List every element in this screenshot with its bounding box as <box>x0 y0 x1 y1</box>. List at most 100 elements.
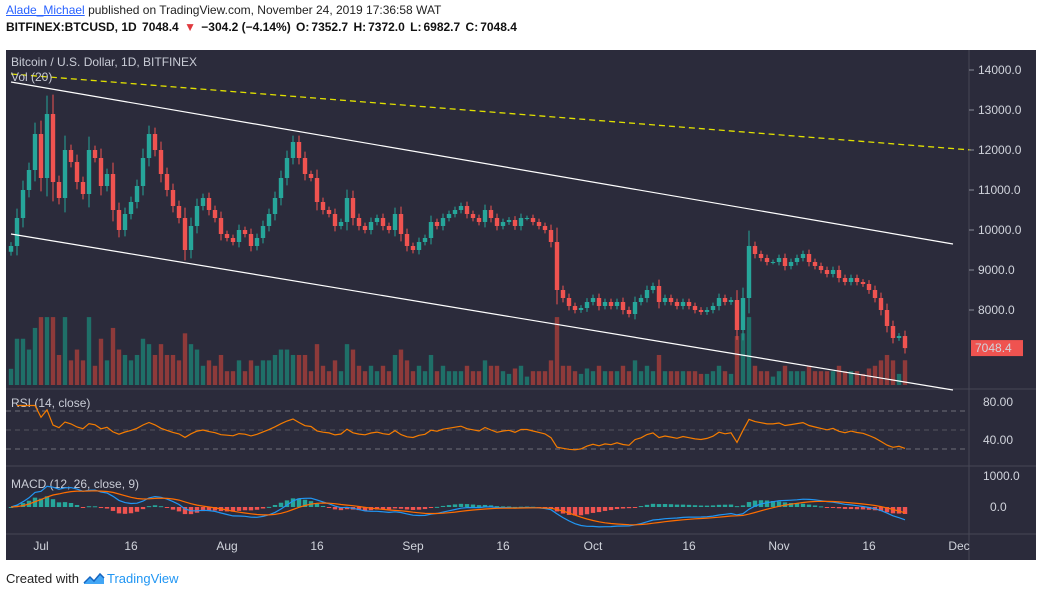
volume-bar <box>254 365 260 385</box>
symbol-label: BITFINEX:BTCUSD, 1D <box>6 20 137 34</box>
lower-channel-line[interactable] <box>10 233 954 391</box>
volume-bar <box>200 365 206 385</box>
time-tick-label: 16 <box>310 539 324 553</box>
macd-histogram-bar <box>614 507 620 510</box>
macd-histogram-bar <box>578 507 584 516</box>
volume-bar <box>578 373 584 385</box>
candle-body <box>620 302 626 310</box>
price-tick-label: 11000.0 <box>978 183 1021 197</box>
candle-body <box>422 238 428 242</box>
candle-body <box>248 234 254 246</box>
candle-body <box>326 210 332 214</box>
candle-body <box>524 218 530 219</box>
macd-histogram-bar <box>890 507 896 514</box>
candle-body <box>818 266 824 270</box>
resistance-trend-line[interactable] <box>10 73 972 151</box>
time-tick-label: Jul <box>33 539 48 553</box>
macd-histogram-bar <box>380 507 386 510</box>
candle-body <box>866 284 872 290</box>
candles <box>8 94 908 354</box>
chart-svg[interactable]: Bitcoin / U.S. Dollar, 1D, BITFINEX Vol … <box>6 50 1036 560</box>
macd-histogram-bar <box>500 506 506 508</box>
volume-bar <box>302 354 308 385</box>
volume-bar <box>830 371 836 385</box>
candle-body <box>56 182 62 198</box>
time-tick-label: Dec <box>948 539 969 553</box>
macd-signal-line <box>10 490 906 526</box>
volume-bar <box>98 338 104 385</box>
candle-body <box>800 254 806 258</box>
volume-bar <box>632 360 638 385</box>
candle-body <box>824 270 830 274</box>
candle-body <box>884 310 890 326</box>
ticker-line: BITFINEX:BTCUSD, 1D 7048.4 ▼ −304.2 (−4.… <box>6 20 519 34</box>
candle-body <box>734 300 740 330</box>
volume-bar <box>188 344 194 385</box>
candle-body <box>530 218 536 222</box>
macd-histogram-bar <box>296 498 302 507</box>
macd-histogram-bar <box>836 507 842 509</box>
macd-histogram-bar <box>494 506 500 508</box>
upper-channel-line[interactable] <box>10 81 954 245</box>
volume-bar <box>266 360 272 385</box>
tradingview-brand-link[interactable]: TradingView <box>106 571 179 586</box>
volume-bar <box>668 371 674 385</box>
candle-body <box>236 230 242 242</box>
price-axis[interactable]: 14000.0 13000.0 12000.0 11000.0 10000.0 9000.… <box>969 63 1022 317</box>
macd-histogram-bar <box>242 507 248 511</box>
macd-histogram-bar <box>80 507 86 508</box>
volume-bar <box>158 344 164 385</box>
macd-histogram-bar <box>86 506 92 508</box>
volume-bar <box>884 354 890 385</box>
candle-body <box>206 198 212 210</box>
volume-bar <box>686 371 692 385</box>
macd-histogram-bar <box>896 507 902 514</box>
volume-bar <box>320 365 326 385</box>
volume-bar <box>590 371 596 385</box>
price-change: −304.2 (−4.14%) <box>201 20 291 34</box>
candle-body <box>692 306 698 310</box>
macd-histogram-bar <box>104 507 110 509</box>
candle-body <box>356 218 362 226</box>
volume-bar <box>866 368 872 385</box>
macd-histogram-bar <box>464 504 470 507</box>
candle-body <box>500 222 506 226</box>
volume-bar <box>446 371 452 385</box>
macd-histogram-bar <box>254 507 260 510</box>
author-link[interactable]: Alade_Michael <box>6 3 85 17</box>
macd-histogram-bar <box>272 504 278 507</box>
macd-histogram-bar <box>476 505 482 507</box>
volume-bar <box>620 365 626 385</box>
macd-histogram-bar <box>650 503 656 507</box>
candle-body <box>74 162 80 182</box>
volume-bar <box>176 360 182 385</box>
volume-bar <box>140 338 146 385</box>
macd-histogram-bar <box>902 507 908 514</box>
macd-histogram-bar <box>116 507 122 514</box>
price-tick-label: 9000.0 <box>978 263 1015 277</box>
candle-body <box>116 210 122 230</box>
candle-body <box>266 214 272 226</box>
candle-body <box>230 238 236 242</box>
volume-bar <box>128 360 134 385</box>
volume-bar <box>452 371 458 385</box>
volume-bar <box>314 344 320 385</box>
candle-body <box>284 158 290 178</box>
volume-bar <box>722 371 728 385</box>
macd-histogram-bar <box>698 505 704 507</box>
volume-bar <box>656 354 662 385</box>
candle-body <box>488 210 494 218</box>
candle-body <box>344 198 350 222</box>
volume-bar <box>170 354 176 385</box>
candle-body <box>242 230 248 234</box>
macd-histogram-bar <box>404 507 410 510</box>
candle-body <box>386 226 392 230</box>
volume-bar <box>428 354 434 385</box>
volume-bar <box>404 360 410 385</box>
macd-histogram-bar <box>422 507 428 510</box>
footer: Created with TradingView <box>6 571 179 586</box>
chart-area[interactable]: Bitcoin / U.S. Dollar, 1D, BITFINEX Vol … <box>6 50 1036 560</box>
macd-histogram-bar <box>140 507 146 510</box>
volume-bar <box>338 371 344 385</box>
time-axis[interactable]: Jul 16 Aug 16 Sep 16 Oct 16 Nov 16 Dec <box>33 539 969 553</box>
